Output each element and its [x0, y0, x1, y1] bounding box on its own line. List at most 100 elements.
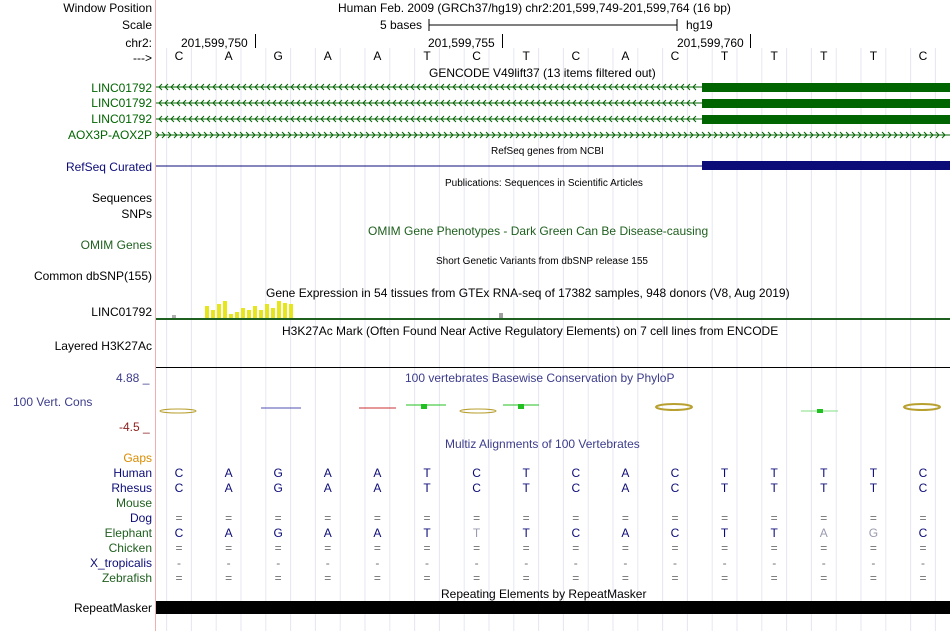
dbsnp-title: Short Genetic Variants from dbSNP releas… [436, 256, 648, 267]
alignment-base: G [868, 526, 879, 540]
gencode-item-label-3[interactable]: LINC01792 [91, 112, 152, 126]
alignment-base: - [722, 556, 727, 570]
alignment-base: = [572, 571, 580, 585]
reference-base: T [720, 49, 729, 63]
species-label[interactable]: Mouse [115, 496, 152, 510]
alignment-base: - [524, 556, 529, 570]
gtex-title: Gene Expression in 54 tissues from GTEx … [266, 286, 790, 300]
alignment-base: T [720, 481, 729, 495]
alignment-base: = [423, 541, 431, 555]
repeatmasker-label[interactable]: RepeatMasker [73, 601, 152, 615]
alignment-base: = [274, 541, 282, 555]
conservation-title: 100 vertebrates Basewise Conservation by… [405, 371, 675, 385]
alignment-base: = [473, 541, 481, 555]
sequences-label[interactable]: Sequences [91, 191, 152, 205]
alignment-base: - [226, 556, 231, 570]
alignment-base: T [869, 466, 878, 480]
window-position-label: Window Position [63, 1, 152, 15]
alignment-base: = [522, 511, 530, 525]
alignment-base: = [324, 571, 332, 585]
gencode-gene-feature[interactable] [156, 83, 950, 92]
species-label[interactable]: Rhesus [111, 481, 152, 495]
conservation-label[interactable]: 100 Vert. Cons [13, 395, 93, 409]
alignment-base: = [324, 511, 332, 525]
reference-base: G [273, 49, 283, 63]
refseq-gene-feature[interactable] [156, 160, 950, 172]
alignment-base: = [225, 571, 233, 585]
species-label[interactable]: X_tropicalis [89, 556, 152, 570]
reference-base: C [918, 49, 928, 63]
alignment-base: - [673, 556, 677, 570]
alignment-base: = [671, 541, 679, 555]
species-label[interactable]: Human [113, 466, 152, 480]
gencode-title: GENCODE V49lift37 (13 items filtered out… [429, 66, 656, 80]
omim-label[interactable]: OMIM Genes [80, 238, 152, 252]
alignment-base: T [770, 526, 778, 540]
gtex-label[interactable]: LINC01792 [91, 305, 152, 319]
alignment-base: = [274, 571, 282, 585]
gencode-gene-feature[interactable] [156, 99, 950, 108]
gencode-gene-feature[interactable] [155, 131, 950, 139]
alignment-base: = [175, 541, 183, 555]
conservation-wiggle[interactable] [156, 400, 950, 418]
alignment-base: C [571, 481, 581, 495]
species-label[interactable]: Dog [129, 511, 152, 525]
omim-title: OMIM Gene Phenotypes - Dark Green Can Be… [368, 224, 709, 238]
refseq-title: RefSeq genes from NCBI [491, 146, 604, 157]
refseq-label[interactable]: RefSeq Curated [65, 160, 152, 174]
reference-base: T [820, 49, 828, 63]
alignment-base: = [572, 511, 580, 525]
reference-base: A [323, 49, 332, 63]
alignment-base: = [919, 571, 927, 585]
species-label[interactable]: Zebrafish [101, 571, 152, 585]
alignment-base: C [670, 466, 680, 480]
gencode-item-label-1[interactable]: LINC01792 [91, 81, 152, 95]
alignment-base: = [770, 541, 778, 555]
alignment-base: C [918, 466, 928, 480]
alignment-base: T [522, 466, 530, 480]
alignment-base: = [770, 511, 778, 525]
scale-label: Scale [121, 18, 152, 32]
species-label[interactable]: Chicken [108, 541, 152, 555]
gtex-expression-bars[interactable] [156, 298, 950, 322]
alignment-base: = [820, 511, 828, 525]
alignment-base: - [623, 556, 628, 570]
dbsnp-label[interactable]: Common dbSNP(155) [33, 269, 152, 283]
scale-text: 5 bases [380, 18, 423, 32]
repeatmasker-feature[interactable] [156, 601, 950, 614]
alignment-base: C [174, 466, 184, 480]
alignment-base: A [621, 481, 630, 495]
strand-arrow-label: ---> [133, 51, 152, 65]
h3k27ac-label[interactable]: Layered H3K27Ac [54, 339, 152, 353]
coord-tick-1 [255, 34, 256, 48]
alignment-base: = [621, 571, 629, 585]
gencode-features[interactable] [0, 78, 950, 142]
alignment-base: C [472, 481, 481, 495]
alignment-base: = [373, 571, 381, 585]
gencode-item-label-4[interactable]: AOX3P-AOX2P [67, 128, 152, 142]
alignment-base: = [820, 541, 828, 555]
coord-tick-3 [750, 34, 751, 48]
alignment-base: C [670, 526, 680, 540]
multiz-title: Multiz Alignments of 100 Vertebrates [445, 437, 640, 451]
reference-base: A [621, 49, 630, 63]
gaps-label[interactable]: Gaps [123, 451, 152, 465]
reference-base: C [571, 49, 581, 63]
reference-base: T [423, 49, 431, 63]
snps-label[interactable]: SNPs [121, 207, 152, 221]
alignment-base: - [821, 556, 826, 570]
gencode-item-label-2[interactable]: LINC01792 [91, 96, 152, 110]
reference-base: C [472, 49, 481, 63]
alignment-base: A [621, 526, 630, 540]
alignment-base: C [174, 526, 184, 540]
alignment-base: G [273, 481, 283, 495]
species-label[interactable]: Elephant [104, 526, 152, 540]
gencode-gene-feature[interactable] [156, 115, 950, 124]
coord-1: 201,599,750 [181, 36, 248, 50]
alignment-base: = [373, 511, 381, 525]
repeatmasker-title: Repeating Elements by RepeatMasker [441, 587, 647, 601]
alignment-base: G [273, 526, 283, 540]
